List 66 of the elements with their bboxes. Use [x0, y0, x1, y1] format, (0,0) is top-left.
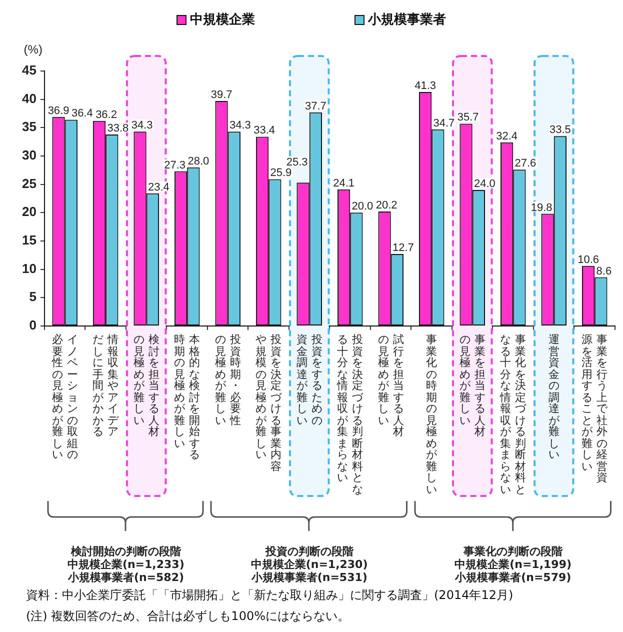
text: 事業化の判断の段階 [464, 545, 563, 558]
category-label: 事業化を決定づける判断材料となる十分な情報収が集まらない [500, 333, 526, 496]
legend-label: 小規模事業者 [367, 12, 446, 27]
y-tick-label: 25 [22, 176, 36, 191]
data-label: 25.9 [270, 167, 292, 180]
text: 中規模企業(n=1,230) [250, 558, 368, 571]
data-label: 33.8 [107, 122, 129, 134]
data-label: 41.3 [414, 80, 436, 92]
data-label: 32.4 [496, 130, 518, 142]
data-label: 34.7 [433, 117, 455, 130]
data-label: 27.6 [514, 158, 536, 170]
text: 検討開始の判断の段階 [70, 545, 181, 558]
data-label: 35.7 [457, 112, 479, 124]
text: 小規模事業者(n=582) [68, 571, 184, 584]
data-label: 25.3 [286, 156, 308, 169]
category-label: 情報収集やアイデアだしに手間がかかる [92, 333, 119, 438]
data-label: 19.8 [530, 202, 552, 214]
data-label: 39.7 [210, 89, 232, 102]
data-label: 27.3 [164, 159, 186, 172]
y-tick-label: 15 [22, 232, 36, 248]
text: (注) 複数回答のため、合計は必ずしも100%にはならない。 [26, 609, 350, 624]
data-label: 10.6 [578, 254, 600, 266]
data-label: 24.0 [474, 178, 496, 190]
data-label: 20.0 [352, 200, 374, 213]
category-label: イノベーションの取組の必要性の見極めが難しい [52, 333, 78, 461]
category-label: 本格的な検討を開始する時期の見極めが難しい [174, 333, 200, 461]
category-label: 試行を担当する人材の見極めが難しい [378, 333, 404, 438]
category-label: 検討を担当する人材の見極めが難しい [133, 333, 160, 438]
category-label: 投資を決定づける事業内容や規模の見極めが難しい [256, 333, 282, 472]
category-label: 運営資金の調達が難しい [548, 333, 560, 461]
y-tick-label: 35 [22, 119, 36, 134]
y-tick-label: 0 [29, 318, 36, 333]
data-label: 36.4 [71, 108, 93, 120]
text: 小規模事業者(n=531) [251, 571, 368, 584]
y-axis-title: (%) [24, 42, 42, 56]
y-tick-label: 40 [22, 90, 36, 106]
legend-label: 中規模企業 [190, 12, 255, 27]
y-tick-label: 45 [22, 62, 36, 78]
text: 中規模企業(n=1,199) [454, 558, 572, 571]
category-label: 事業を担当する人材の見極めが難しい [459, 333, 486, 438]
y-tick-label: 30 [22, 148, 36, 163]
data-label: 28.0 [188, 155, 210, 168]
data-label: 8.6 [596, 265, 612, 278]
category-label: 投資を決定づける判断材料となる十分な情報収が集まらない [337, 333, 364, 496]
text: 中規模企業(n=1,233) [67, 558, 184, 571]
data-label: 33.5 [549, 124, 571, 136]
text: 投資の判断の段階 [265, 545, 354, 558]
text: 小規模事業者(n=579) [455, 571, 572, 584]
y-tick-label: 5 [29, 289, 36, 304]
data-label: 34.3 [131, 120, 153, 132]
data-label: 20.2 [376, 200, 398, 212]
category-label: 投資をするための資金調達が難しい [296, 333, 322, 426]
category-label: 事業化の時期の見極めが難しい [426, 333, 438, 496]
data-label: 12.7 [392, 242, 414, 254]
data-label: 36.2 [96, 108, 117, 121]
data-label: 24.1 [333, 177, 354, 190]
text: 資料：中小企業庁委託「「市場開拓」と「新たな取り組み」に関する調査」(2014年12月) [26, 588, 514, 603]
data-label: 33.4 [254, 124, 275, 137]
category-label: 事業を行う上で社外の経営資源を活用することが難しい [582, 333, 608, 484]
category-label: 投資時期・必要性の見極めが難しい [214, 333, 241, 426]
y-tick-label: 10 [22, 260, 36, 276]
data-label: 23.4 [148, 181, 170, 194]
data-label: 37.7 [304, 100, 326, 112]
y-tick-label: 20 [22, 204, 36, 220]
data-label: 34.3 [229, 120, 251, 132]
data-label: 36.9 [48, 104, 70, 117]
